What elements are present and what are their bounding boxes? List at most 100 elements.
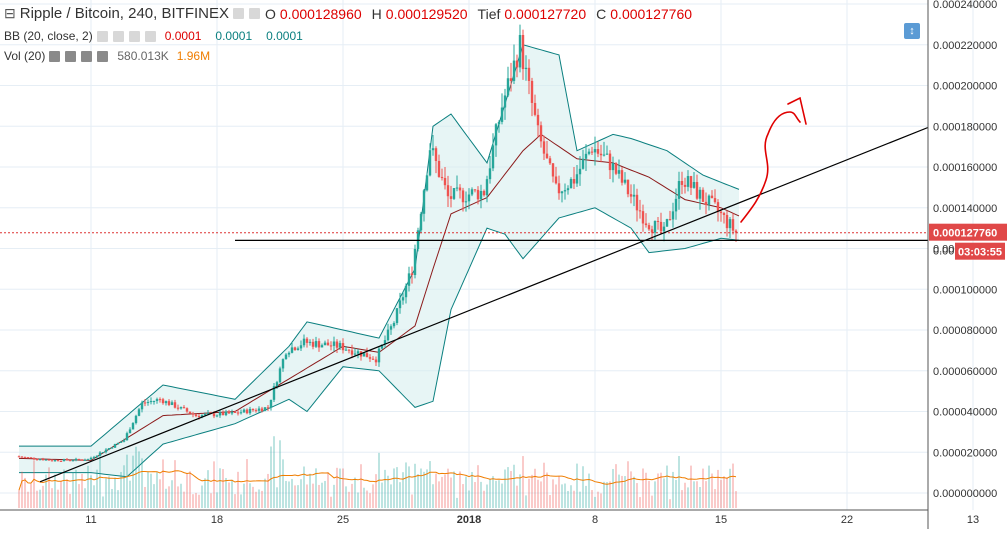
candle-body [563,190,567,192]
volume-bar [579,491,581,508]
volume-bar [144,486,146,508]
candle-body [197,416,201,418]
volume-bar [729,468,731,508]
add-icon[interactable] [128,30,140,42]
candle-body [620,170,624,183]
volume-bar [42,485,44,508]
candle-body [266,407,270,409]
volume-bar [192,494,194,508]
candle-body [116,442,120,445]
candle-body [662,226,666,232]
volume-bar [177,486,179,508]
volume-bar [570,485,572,508]
volume-bar [33,460,35,508]
candle-body [344,349,348,351]
volume-bar [477,465,479,508]
candle-body [671,211,675,220]
candle-body [350,350,354,355]
volume-bar [396,467,398,508]
candle-body [428,150,432,176]
volume-bar [678,456,680,508]
eye-icon[interactable] [233,8,244,19]
close-icon[interactable] [97,50,109,62]
candle-body [239,412,243,414]
volume-bar [714,489,716,508]
candle-body [479,190,483,200]
volume-bar [462,484,464,508]
volume-bar [231,479,233,508]
scale-toggle-icon[interactable]: ↕ [904,23,920,39]
open-value: 0.000128960 [279,5,362,22]
volume-bar [453,471,455,508]
candle-body [596,149,600,154]
volume-bar [633,476,635,508]
volume-bar [45,474,47,508]
candle-body [119,441,123,443]
volume-bar [249,483,251,508]
close-icon[interactable] [144,30,156,42]
volume-bar [330,496,332,508]
close-label: C [596,5,607,22]
candle-body [464,201,468,203]
volume-bar [723,476,725,508]
candle-body [695,182,699,199]
volume-bar [681,490,683,508]
volume-bar [414,463,416,508]
candle-body [404,285,408,298]
volume-bar [195,492,197,508]
candle-body [302,338,306,346]
settings-icon[interactable] [112,30,124,42]
volume-bar [297,485,299,508]
settings-icon[interactable] [65,50,77,62]
x-tick-label: 8 [592,514,598,526]
candle-body [374,359,378,363]
candle-body [305,338,309,343]
volume-bar [429,461,431,508]
volume-bar [222,469,224,508]
settings-icon[interactable] [249,8,260,19]
candle-body [470,189,474,195]
candle-body [86,459,90,461]
add-icon[interactable] [81,50,93,62]
volume-bar [57,489,59,508]
candle-body [224,411,228,416]
bb-band-fill [19,44,739,477]
vol-label: Vol (20) [4,49,46,63]
volume-bar [189,471,191,508]
countdown-badge-value: 03:03:55 [958,247,1002,259]
volume-bar [369,493,371,508]
eye-icon[interactable] [96,30,108,42]
volume-bar [717,469,719,508]
candle-body [254,410,258,412]
candle-body [104,449,108,453]
open-label: O [265,5,276,22]
candle-body [17,456,21,458]
volume-bar [528,478,530,508]
volume-bar [426,469,428,508]
eye-icon[interactable] [49,50,61,62]
candle-body [437,160,441,177]
collapse-icon[interactable]: ⊟ [4,5,16,21]
volume-bar [654,481,656,508]
volume-bar [114,477,116,508]
trend-line [39,126,929,483]
candle-body [311,341,315,347]
candle-body [149,401,153,403]
candle-body [32,457,36,460]
volume-bar [39,489,41,508]
volume-bar [327,472,329,508]
volume-bar [657,473,659,508]
volume-bar [132,455,134,508]
volume-bar [636,483,638,508]
volume-bar [165,488,167,508]
candle-body [170,402,174,405]
volume-bar [492,476,494,508]
volume-bar [237,471,239,508]
volume-bar [666,465,668,508]
candle-body [362,353,366,357]
candle-body [200,415,204,418]
candle-body [518,35,522,68]
candle-body [341,343,345,351]
